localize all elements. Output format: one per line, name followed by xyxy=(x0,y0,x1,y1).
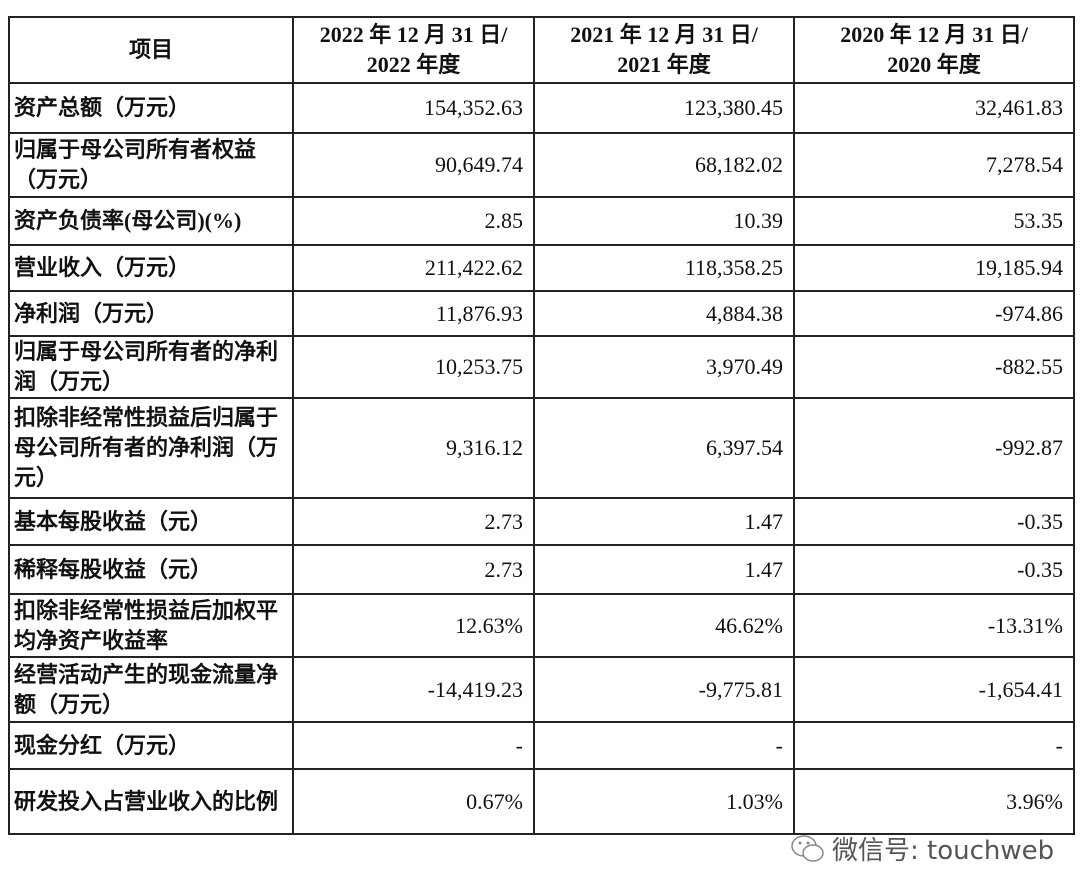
cell-value: 68,182.02 xyxy=(533,132,795,198)
cell-value: 3.96% xyxy=(793,768,1075,835)
cell-value: 2.73 xyxy=(292,497,535,546)
cell-value: 1.03% xyxy=(533,768,795,835)
table-row: 归属于母公司所有者权益（万元） 90,649.74 68,182.02 7,278.5… xyxy=(8,132,1075,198)
header-line: 2020 年度 xyxy=(887,52,981,77)
row-label: 基本每股收益（元） xyxy=(8,497,294,546)
header-row: 项目 2022 年 12 月 31 日/2022 年度 2021 年 12 月 … xyxy=(8,16,1075,84)
cell-value: 19,185.94 xyxy=(793,244,1075,292)
cell-value: 4,884.38 xyxy=(533,290,795,337)
cell-value: 2.73 xyxy=(292,544,535,595)
watermark: 微信号: touchweb xyxy=(790,830,1054,867)
header-line: 2021 年 12 月 31 日/ xyxy=(570,22,758,47)
cell-value: 53.35 xyxy=(793,196,1075,246)
header-2020: 2020 年 12 月 31 日/2020 年度 xyxy=(793,16,1075,84)
header-line: 2022 年 12 月 31 日/ xyxy=(319,22,508,47)
row-label: 扣除非经常性损益后加权平均净资产收益率 xyxy=(8,593,294,658)
cell-value: -0.35 xyxy=(793,544,1075,595)
financial-table: 项目 2022 年 12 月 31 日/2022 年度 2021 年 12 月 … xyxy=(8,16,1075,835)
cell-value: 2.85 xyxy=(292,196,535,246)
cell-value: - xyxy=(533,721,795,770)
cell-value: 211,422.62 xyxy=(292,244,535,292)
table-row: 扣除非经常性损益后归属于母公司所有者的净利润（万元） 9,316.12 6,397.… xyxy=(8,397,1075,499)
watermark-text: 微信号: touchweb xyxy=(832,836,1055,866)
table-row: 经营活动产生的现金流量净额（万元） -14,419.23 -9,775.81 -1,6… xyxy=(8,656,1075,723)
cell-value: -0.35 xyxy=(793,497,1075,546)
cell-value: 10,253.75 xyxy=(292,335,535,399)
row-label: 净利润（万元） xyxy=(8,290,294,337)
cell-value: 32,461.83 xyxy=(793,82,1075,134)
cell-value: 118,358.25 xyxy=(533,244,795,292)
header-line: 2020 年 12 月 31 日/ xyxy=(840,22,1028,47)
cell-value: 7,278.54 xyxy=(793,132,1075,198)
row-label: 经营活动产生的现金流量净额（万元） xyxy=(8,656,294,723)
row-label: 研发投入占营业收入的比例 xyxy=(8,768,294,835)
cell-value: -14,419.23 xyxy=(292,656,535,723)
cell-value: -13.31% xyxy=(793,593,1075,658)
header-2022: 2022 年 12 月 31 日/2022 年度 xyxy=(292,16,535,84)
cell-value: 6,397.54 xyxy=(533,397,795,499)
table-row: 资产总额（万元） 154,352.63 123,380.45 32,461.83 xyxy=(8,82,1075,134)
cell-value: - xyxy=(292,721,535,770)
cell-value: 90,649.74 xyxy=(292,132,535,198)
row-label: 扣除非经常性损益后归属于母公司所有者的净利润（万元） xyxy=(8,397,294,499)
cell-value: 11,876.93 xyxy=(292,290,535,337)
cell-value: -1,654.41 xyxy=(793,656,1075,723)
table-row: 资产负债率(母公司)(%) 2.85 10.39 53.35 xyxy=(8,196,1075,246)
cell-value: -992.87 xyxy=(793,397,1075,499)
table-row: 现金分红（万元） - - - xyxy=(8,721,1075,770)
row-label: 现金分红（万元） xyxy=(8,721,294,770)
header-text: 项目 xyxy=(128,37,173,62)
table-row: 扣除非经常性损益后加权平均净资产收益率 12.63% 46.62% -13.31% xyxy=(8,593,1075,658)
header-line: 2022 年度 xyxy=(366,52,461,77)
table-row: 归属于母公司所有者的净利润（万元） 10,253.75 3,970.49 -882.5… xyxy=(8,335,1075,399)
table-row: 基本每股收益（元） 2.73 1.47 -0.35 xyxy=(8,497,1075,546)
table-row: 营业收入（万元） 211,422.62 118,358.25 19,185.94 xyxy=(8,244,1075,292)
cell-value: 46.62% xyxy=(533,593,795,658)
header-2021: 2021 年 12 月 31 日/2021 年度 xyxy=(533,16,795,84)
row-label: 资产总额（万元） xyxy=(8,82,294,134)
cell-value: 3,970.49 xyxy=(533,335,795,399)
row-label: 资产负债率(母公司)(%) xyxy=(8,196,294,246)
header-line: 2021 年度 xyxy=(617,52,711,77)
cell-value: 154,352.63 xyxy=(292,82,535,134)
table-row: 稀释每股收益（元） 2.73 1.47 -0.35 xyxy=(8,544,1075,595)
table-row: 净利润（万元） 11,876.93 4,884.38 -974.86 xyxy=(8,290,1075,337)
row-label: 归属于母公司所有者权益（万元） xyxy=(8,132,294,198)
cell-value: 0.67% xyxy=(292,768,535,835)
cell-value: 123,380.45 xyxy=(533,82,795,134)
wechat-icon xyxy=(791,834,824,862)
row-label: 归属于母公司所有者的净利润（万元） xyxy=(8,335,294,399)
cell-value: 10.39 xyxy=(533,196,795,246)
cell-value: -974.86 xyxy=(793,290,1075,337)
cell-value: 1.47 xyxy=(533,544,795,595)
table-row: 研发投入占营业收入的比例 0.67% 1.03% 3.96% xyxy=(8,768,1075,835)
row-label: 营业收入（万元） xyxy=(8,244,294,292)
cell-value: - xyxy=(793,721,1075,770)
cell-value: -9,775.81 xyxy=(533,656,795,723)
cell-value: 1.47 xyxy=(533,497,795,546)
cell-value: 9,316.12 xyxy=(292,397,535,499)
header-item: 项目 xyxy=(8,16,294,84)
cell-value: -882.55 xyxy=(793,335,1075,399)
row-label: 稀释每股收益（元） xyxy=(8,544,294,595)
cell-value: 12.63% xyxy=(292,593,535,658)
